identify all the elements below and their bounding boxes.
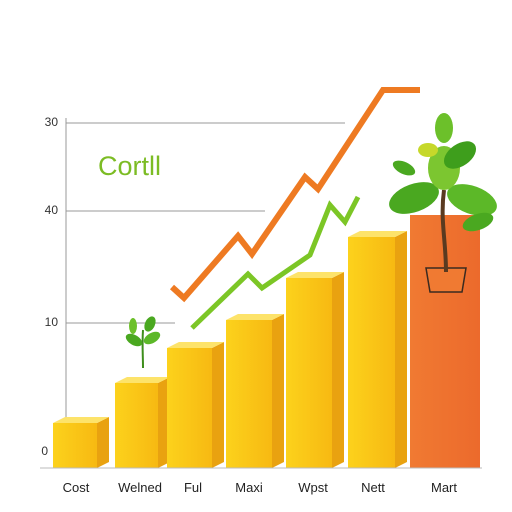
category-label: Maxi	[235, 480, 263, 495]
pot	[425, 267, 467, 293]
bar-top	[348, 231, 407, 237]
bar-top	[226, 314, 284, 320]
category-labels: Cost Welned Ful Maxi Wpst Nett Mart	[63, 480, 458, 495]
bar	[348, 237, 395, 468]
bar	[167, 348, 212, 468]
category-label: Ful	[184, 480, 202, 495]
bar	[53, 423, 97, 468]
axis-label: 0	[41, 444, 48, 458]
sprout	[125, 316, 161, 369]
bar-top	[167, 342, 224, 348]
bar-side	[272, 314, 284, 468]
leaf	[389, 182, 439, 214]
leaf	[418, 143, 438, 157]
category-label: Welned	[118, 480, 162, 495]
leaf	[435, 113, 453, 143]
orange-line	[169, 87, 420, 303]
leaf	[447, 184, 497, 216]
axis-label: 30	[45, 115, 59, 129]
bar-top	[53, 417, 109, 423]
leaf	[462, 212, 494, 232]
title: Cortll	[98, 151, 161, 181]
plant	[389, 113, 497, 293]
category-label: Cost	[63, 480, 90, 495]
bar-side	[97, 417, 109, 468]
category-label: Mart	[431, 480, 457, 495]
bar	[226, 320, 272, 468]
bar-top	[115, 377, 170, 383]
category-label: Nett	[361, 480, 385, 495]
bars	[53, 231, 407, 468]
green-line	[190, 195, 361, 330]
axes	[65, 118, 345, 466]
leaf	[392, 160, 416, 176]
bar	[115, 383, 158, 468]
bar-side	[395, 231, 407, 468]
stem	[440, 189, 448, 273]
bar-side	[332, 272, 344, 468]
category-label: Wpst	[298, 480, 328, 495]
axis-label: 40	[45, 203, 59, 217]
bar-side	[212, 342, 224, 468]
bar	[286, 278, 332, 468]
axis-label: 10	[45, 315, 59, 329]
leaf	[443, 141, 477, 169]
bar-top	[286, 272, 344, 278]
